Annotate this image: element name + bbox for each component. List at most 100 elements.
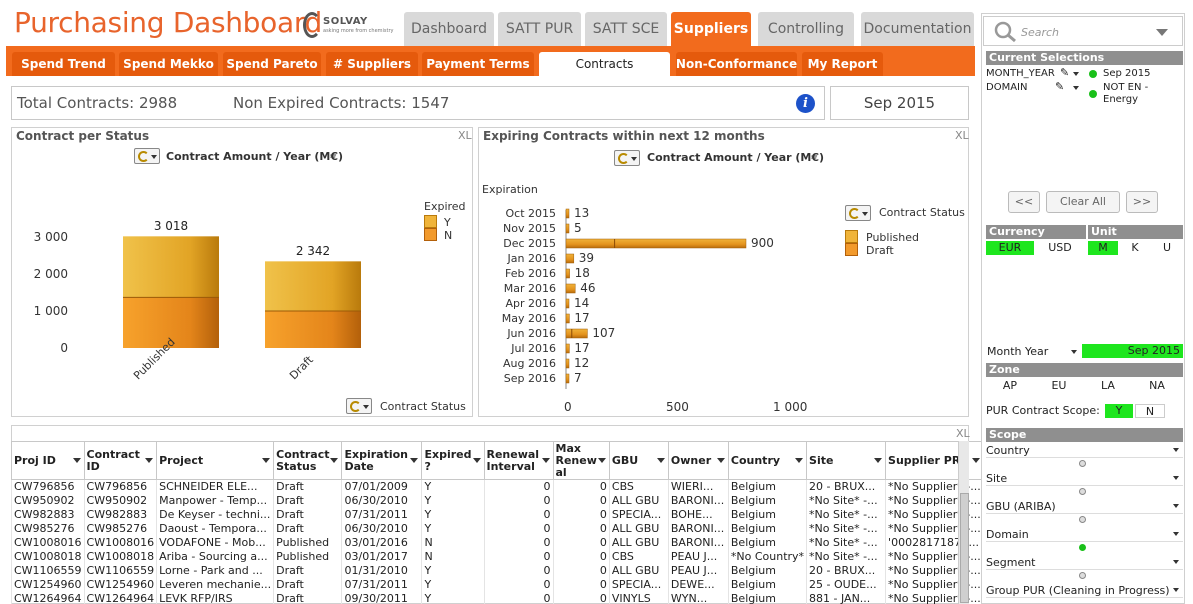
- table-cell[interactable]: 881 - JAN...: [806, 591, 887, 604]
- bar-draft-n[interactable]: [265, 311, 361, 348]
- scope-filter-item[interactable]: Site: [986, 472, 1183, 486]
- table-cell[interactable]: *No Country*: [727, 549, 808, 564]
- scope-dropdown-icon[interactable]: [1173, 476, 1179, 480]
- search-box[interactable]: Search: [983, 16, 1183, 46]
- bar-jan-2016[interactable]: [565, 253, 575, 264]
- table-cell[interactable]: Draft: [273, 521, 343, 536]
- table-cell[interactable]: CW950902: [11, 493, 85, 508]
- scope-filter-item[interactable]: Domain: [986, 528, 1183, 542]
- xl-export-icon-3[interactable]: XL: [956, 427, 970, 440]
- table-row[interactable]: CW1254960 CW1254960 Leveren mechanie... Dra…: [11, 577, 984, 592]
- table-row[interactable]: CW1106559 CW1106559 Lorne - Park and ... Dr…: [11, 563, 984, 578]
- bar-oct-2015[interactable]: [565, 208, 570, 219]
- table-cell[interactable]: 0: [552, 591, 610, 604]
- table-cell[interactable]: ALL GBU: [608, 535, 669, 550]
- table-cell[interactable]: 0: [552, 507, 610, 522]
- sort-dropdown-icon[interactable]: [874, 458, 883, 463]
- scope-filter-item[interactable]: Segment: [986, 556, 1183, 570]
- subtab-non-conformance[interactable]: Non-Conformance: [676, 52, 797, 76]
- zone-ap[interactable]: AP: [1002, 379, 1018, 392]
- table-cell[interactable]: 0: [552, 493, 610, 508]
- column-header[interactable]: Expiration Date: [341, 441, 423, 480]
- bar-jun-2016[interactable]: [565, 328, 588, 339]
- subtab-spend-mekko[interactable]: Spend Mekko: [119, 52, 218, 76]
- month-year-value[interactable]: Sep 2015: [1082, 344, 1183, 358]
- table-cell[interactable]: ALL GBU: [608, 521, 669, 536]
- table-cell[interactable]: BARONI...: [667, 535, 729, 550]
- subtab-suppliers-count[interactable]: # Suppliers: [326, 52, 418, 76]
- table-cell[interactable]: *No Site* -...: [806, 493, 887, 508]
- sort-dropdown-icon[interactable]: [795, 458, 804, 463]
- selection-dropdown-icon[interactable]: [1073, 72, 1079, 76]
- bar-draft-y[interactable]: [265, 261, 361, 311]
- column-header[interactable]: Country: [727, 441, 808, 480]
- sort-dropdown-icon[interactable]: [541, 458, 550, 463]
- table-cell[interactable]: CW985276: [83, 521, 158, 536]
- table-cell[interactable]: *No Site* -...: [806, 521, 887, 536]
- table-cell[interactable]: Y: [421, 577, 485, 592]
- subtab-contracts[interactable]: Contracts: [539, 52, 670, 76]
- table-cell[interactable]: De Keyser - techni...: [156, 507, 275, 522]
- table-cell[interactable]: VINYLS: [608, 591, 669, 604]
- table-cell[interactable]: 0: [552, 549, 610, 564]
- tab-controlling[interactable]: Controlling: [758, 12, 854, 46]
- table-cell[interactable]: *No Site* -...: [806, 507, 887, 522]
- subtab-my-report[interactable]: My Report: [802, 52, 883, 76]
- table-row[interactable]: CW796856 CW796856 SCHNEIDER ELE... Draft 07/…: [11, 479, 984, 494]
- tab-satt-pur[interactable]: SATT PUR: [498, 12, 581, 46]
- table-cell[interactable]: Published: [273, 549, 343, 564]
- sort-dropdown-icon[interactable]: [656, 458, 665, 463]
- table-cell[interactable]: 20 - BRUX...: [806, 479, 887, 494]
- zone-eu[interactable]: EU: [1051, 379, 1067, 392]
- unit-k[interactable]: K: [1131, 241, 1139, 254]
- cycle-measure-icon-2[interactable]: [614, 150, 640, 166]
- table-cell[interactable]: Y: [421, 521, 485, 536]
- table-cell[interactable]: 25 - OUDE...: [806, 577, 887, 592]
- search-dropdown-icon[interactable]: [1156, 29, 1168, 36]
- table-cell[interactable]: 0: [483, 577, 554, 592]
- column-header[interactable]: Site: [806, 441, 887, 480]
- bar-aug-2016[interactable]: [565, 358, 570, 369]
- column-header[interactable]: Renewal Interval: [483, 441, 554, 480]
- table-cell[interactable]: CBS: [608, 549, 669, 564]
- bar-jul-2016[interactable]: [565, 343, 570, 354]
- sort-dropdown-icon[interactable]: [472, 458, 481, 463]
- table-cell[interactable]: 0: [483, 535, 554, 550]
- table-cell[interactable]: LEVK RFP/IRS: [156, 591, 275, 604]
- sort-dropdown-icon[interactable]: [716, 458, 725, 463]
- table-cell[interactable]: CW796856: [83, 479, 158, 494]
- table-cell[interactable]: *No Site* -...: [806, 535, 887, 550]
- table-cell[interactable]: Y: [421, 507, 485, 522]
- table-cell[interactable]: Y: [421, 493, 485, 508]
- table-cell[interactable]: Y: [421, 563, 485, 578]
- table-cell[interactable]: 0: [483, 493, 554, 508]
- sort-dropdown-icon[interactable]: [597, 458, 606, 463]
- table-cell[interactable]: 0: [552, 577, 610, 592]
- table-cell[interactable]: Belgium: [727, 535, 808, 550]
- table-cell[interactable]: N: [421, 535, 485, 550]
- table-cell[interactable]: BARONI...: [667, 493, 729, 508]
- table-cell[interactable]: 01/31/2010: [341, 563, 423, 578]
- table-row[interactable]: CW985276 CW985276 Daoust - Tempora... Draft…: [11, 521, 984, 536]
- table-cell[interactable]: BOHE...: [667, 507, 729, 522]
- table-cell[interactable]: N: [421, 549, 485, 564]
- table-cell[interactable]: CW1008016: [11, 535, 85, 550]
- table-cell[interactable]: SPECIA...: [608, 507, 669, 522]
- table-cell[interactable]: WIERI...: [667, 479, 729, 494]
- table-cell[interactable]: 09/30/2011: [341, 591, 423, 604]
- table-cell[interactable]: Draft: [273, 563, 343, 578]
- table-cell[interactable]: 0: [552, 563, 610, 578]
- bar-apr-2016[interactable]: [565, 298, 570, 309]
- column-header[interactable]: Contract ID: [83, 441, 158, 480]
- table-cell[interactable]: CW1254960: [83, 577, 158, 592]
- table-cell[interactable]: Draft: [273, 591, 343, 604]
- table-cell[interactable]: Draft: [273, 493, 343, 508]
- table-cell[interactable]: Belgium: [727, 577, 808, 592]
- table-cell[interactable]: Leveren mechanie...: [156, 577, 275, 592]
- table-cell[interactable]: 20 - BRUX...: [806, 563, 887, 578]
- table-row[interactable]: CW1008016 CW1008016 VODAFONE - Mob... Publi…: [11, 535, 984, 550]
- tab-suppliers[interactable]: Suppliers: [671, 12, 751, 46]
- table-cell[interactable]: 0: [552, 535, 610, 550]
- table-cell[interactable]: 03/01/2017: [341, 549, 423, 564]
- table-cell[interactable]: 03/01/2016: [341, 535, 423, 550]
